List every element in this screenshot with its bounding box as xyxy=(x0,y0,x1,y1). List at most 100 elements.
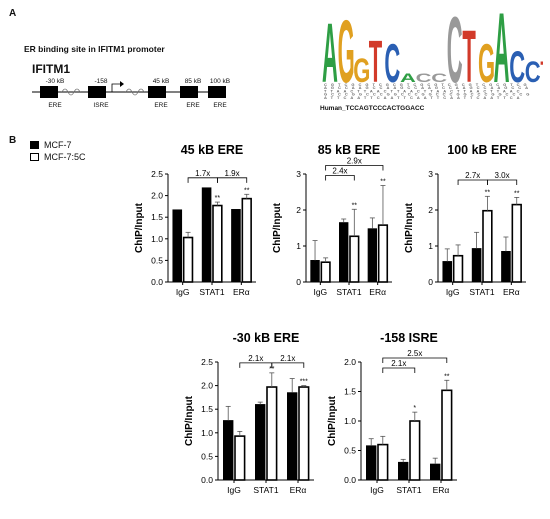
bar xyxy=(234,435,246,481)
y-axis-label: ChIP/Input xyxy=(184,395,195,446)
chart-title: -30 kB ERE xyxy=(233,331,300,345)
chart-title: 85 kB ERE xyxy=(318,143,381,157)
y-tick-label: 1 xyxy=(428,241,433,251)
y-tick-label: 2 xyxy=(296,205,301,215)
bar xyxy=(310,260,320,283)
sequence-logo: AGGTCACCCTGACCTCGTCGCGTCGCGTCGCGTCGCGTCG… xyxy=(322,4,543,104)
logo-letter: G xyxy=(478,32,495,94)
panel-a-letter: A xyxy=(9,8,17,19)
bar xyxy=(255,404,266,481)
bar xyxy=(172,209,183,283)
chart-100kb-ere: 100 kB ERE ChIP/Input 0 1 2 3 IgG STAT1 ERα ** ** 2… xyxy=(404,143,526,297)
significance-stars: ** xyxy=(514,190,520,197)
legend-item-mcf7: MCF-7 xyxy=(30,140,86,150)
chart-minus158-isre: -158 ISRE ChIP/Input 0.0 0.5 1.0 1.5 2.0 IgG STA… xyxy=(327,331,457,495)
bar xyxy=(442,261,453,283)
motif-sequence: Human_TCCAGTCCCACTGGACC xyxy=(320,105,425,112)
exon-block xyxy=(88,86,106,98)
tss-arrow xyxy=(111,83,120,92)
exon-block xyxy=(180,86,198,98)
fold-change-bracket xyxy=(239,362,273,368)
logo-letter: A xyxy=(494,4,510,104)
chart-title: 100 kB ERE xyxy=(447,143,516,157)
significance-stars: ** xyxy=(485,189,491,196)
logo-letters: AGGTCACCCTGACCTCGTCGCGTCGCGTCGCGTCGCGTCG… xyxy=(322,4,543,104)
bar xyxy=(501,251,511,283)
fold-change-bracket xyxy=(325,175,355,181)
fold-change-label: 2.9x xyxy=(347,157,362,166)
intron-squiggle xyxy=(61,88,81,96)
logo-letter: T xyxy=(540,55,543,89)
site-top-label: -158 xyxy=(94,78,108,85)
fold-change-label: 2.1x xyxy=(248,354,263,363)
logo-noise-row: ATTCAATTCAATTCAATTCAATTCAATTCA xyxy=(324,95,524,100)
x-tick-label: IgG xyxy=(446,287,460,297)
y-tick-label: 1.5 xyxy=(344,387,356,397)
logo-letter: C xyxy=(525,55,541,89)
x-tick-label: ERα xyxy=(233,287,250,297)
y-axis-label: ChIP/Input xyxy=(404,202,415,253)
y-tick-label: 1.0 xyxy=(151,234,163,244)
x-tick-label: IgG xyxy=(227,485,241,495)
bar xyxy=(182,236,194,283)
bar xyxy=(482,209,493,283)
bar xyxy=(367,228,378,283)
y-tick-label: 1.0 xyxy=(201,428,213,438)
significance-stars: ** xyxy=(444,373,450,380)
x-tick-label: STAT1 xyxy=(336,287,361,297)
exon-block xyxy=(40,86,58,98)
bar xyxy=(409,420,421,481)
chart-85kb-ere: 85 kB ERE ChIP/Input 0 1 2 3 IgG STAT1 ERα ** ** 2.… xyxy=(272,143,392,297)
y-tick-label: 1.5 xyxy=(201,404,213,414)
fold-change-bracket xyxy=(487,179,518,185)
panel-a-subtitle: ER binding site in IFITM1 promoter xyxy=(24,44,165,54)
logo-letter: T xyxy=(462,14,475,98)
significance-stars: ** xyxy=(244,187,250,194)
fold-change-label: 1.9x xyxy=(225,169,240,178)
bar xyxy=(241,197,252,283)
y-tick-label: 1.5 xyxy=(151,212,163,222)
bar xyxy=(223,420,234,481)
exon-block xyxy=(208,86,226,98)
site-top-label: 85 kB xyxy=(184,78,202,85)
chart-45kb-ere: 45 kB ERE ChIP/Input 0.0 0.5 1.0 1.5 2.0 2.5 IgG… xyxy=(134,143,256,297)
bar xyxy=(349,235,360,283)
site-bottom-label: ISRE xyxy=(93,102,109,109)
bar xyxy=(266,386,278,481)
fold-change-label: 2.4x xyxy=(332,167,347,176)
logo-letter: G xyxy=(338,4,355,101)
fold-change-label: 1.7x xyxy=(195,169,210,178)
bar xyxy=(430,463,441,481)
fold-change-bracket xyxy=(382,357,448,363)
logo-letter: C xyxy=(447,4,463,103)
x-tick-label: STAT1 xyxy=(396,485,421,495)
y-tick-label: 0.5 xyxy=(201,451,213,461)
logo-noise-row: GCCCGGCCCGGCCCGGCCCGGCCCGGCCCG xyxy=(324,92,533,97)
x-tick-label: STAT1 xyxy=(253,485,278,495)
bar xyxy=(441,389,453,481)
logo-noise-row: CGTCGCGTCGCGTCGCGTCGCGTCGCGTCG xyxy=(324,82,531,87)
fold-change-bracket xyxy=(382,367,416,373)
bar xyxy=(511,203,522,283)
y-tick-label: 2.0 xyxy=(201,381,213,391)
y-tick-label: 0.0 xyxy=(344,475,356,485)
x-tick-label: ERα xyxy=(290,485,307,495)
bar xyxy=(231,209,241,283)
y-tick-label: 2.5 xyxy=(201,357,213,367)
chart-title: 45 kB ERE xyxy=(181,143,244,157)
y-tick-label: 2.0 xyxy=(344,357,356,367)
y-tick-label: 2.5 xyxy=(151,169,163,179)
fold-change-bracket xyxy=(217,177,248,183)
y-tick-label: 0.0 xyxy=(201,475,213,485)
y-tick-label: 3 xyxy=(428,169,433,179)
site-bottom-label: ERE xyxy=(186,102,200,109)
logo-letter: C xyxy=(509,43,525,92)
x-tick-label: IgG xyxy=(176,287,190,297)
fold-change-bracket xyxy=(271,362,305,368)
x-tick-label: ERα xyxy=(433,485,450,495)
logo-noise-row: AGCCAAGCCAAGCCAAGCCAAGCCAAGCCA xyxy=(324,85,532,90)
significance-stars: ** xyxy=(269,366,275,373)
x-tick-label: IgG xyxy=(313,287,327,297)
y-tick-label: 0.0 xyxy=(151,277,163,287)
significance-stars: * xyxy=(413,405,416,412)
